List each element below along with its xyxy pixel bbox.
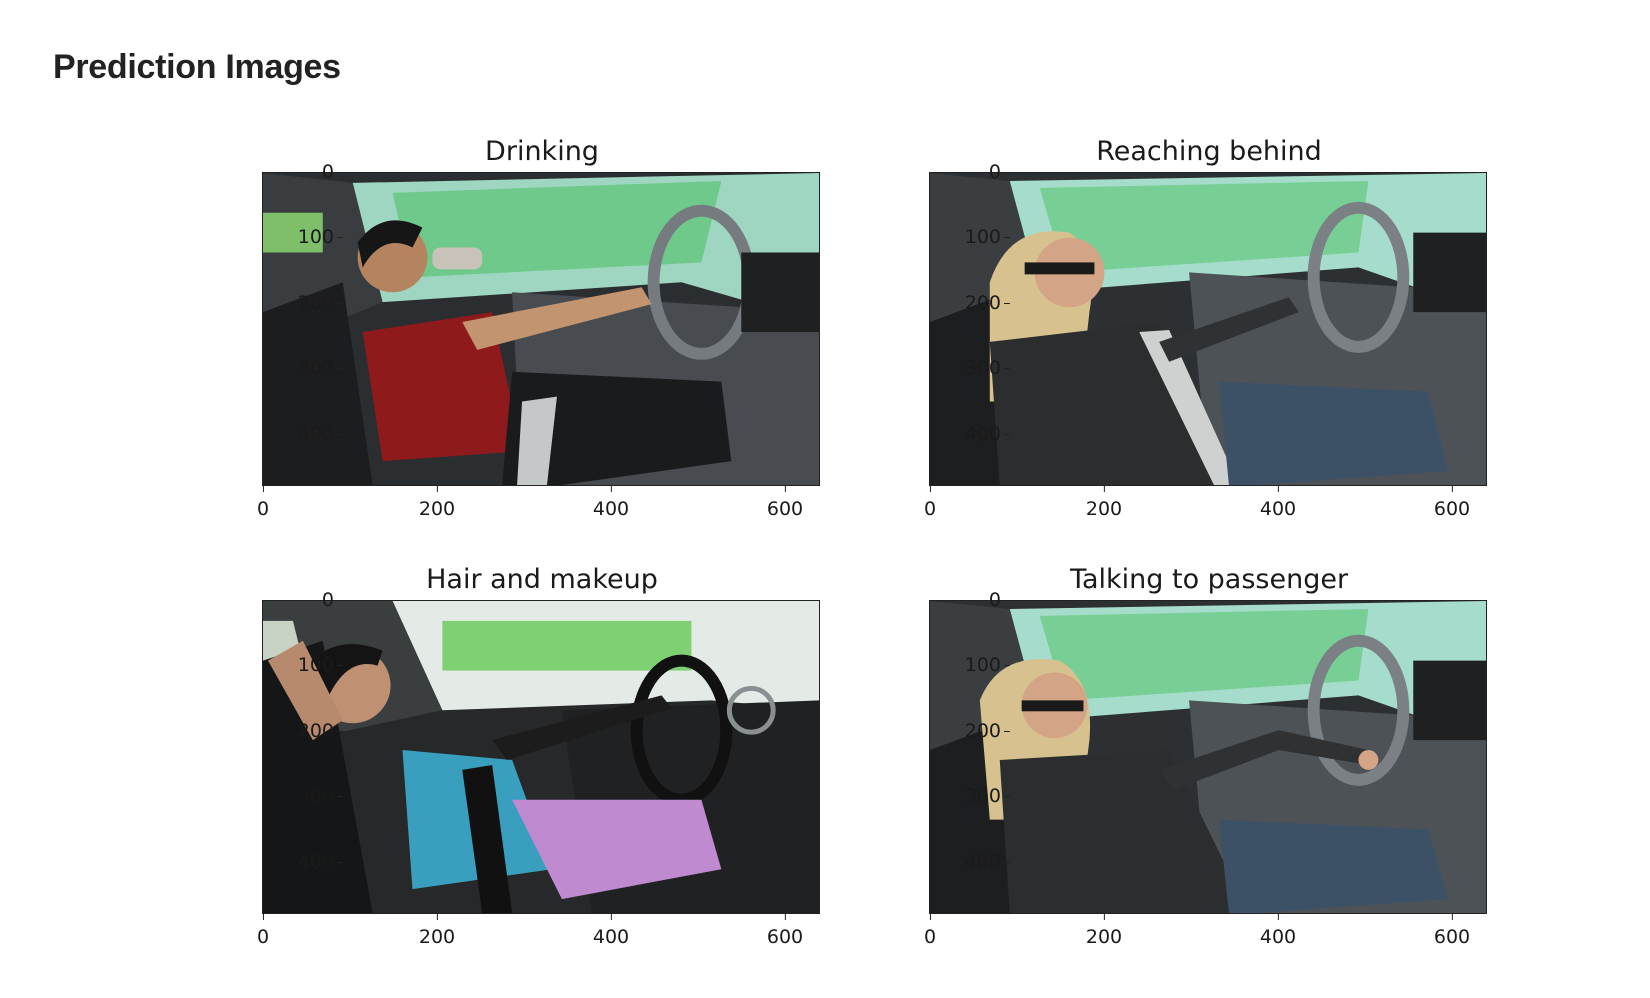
driver-image-hair-and-makeup: [262, 600, 820, 914]
driver-image-talking-to-passenger: [929, 600, 1487, 914]
y-tick-label: 0: [988, 161, 1011, 183]
y-tick-label: 0: [321, 589, 344, 611]
y-tick-label: 200: [964, 720, 1011, 742]
y-tick-label: 300: [297, 357, 344, 379]
x-tick-label: 200: [418, 914, 456, 948]
driver-image-drinking: [262, 172, 820, 486]
y-tick-label: 0: [988, 589, 1011, 611]
y-tick-label: 0: [321, 161, 344, 183]
y-tick-label: 100: [964, 226, 1011, 248]
y-tick-label: 300: [964, 357, 1011, 379]
y-tick-label: 200: [297, 720, 344, 742]
page-title: Prediction Images: [53, 48, 341, 86]
prediction-panel-drinking: Drinking 0 100 200 300 400 0 200 400 600: [257, 136, 902, 556]
x-tick-label: 0: [256, 486, 270, 520]
x-tick-label: 400: [592, 486, 630, 520]
prediction-panel-talking-to-passenger: Talking to passenger 0 100 200 300 400 0…: [924, 564, 1569, 984]
x-tick-label: 0: [923, 486, 937, 520]
prediction-panel-hair-and-makeup: Hair and makeup 0 100 200 300 400 0 200 …: [257, 564, 902, 984]
panel-title: Drinking: [485, 136, 599, 167]
x-tick-label: 200: [418, 486, 456, 520]
panel-title: Hair and makeup: [426, 564, 658, 595]
driver-image-reaching-behind: [929, 172, 1487, 486]
x-tick-label: 200: [1085, 486, 1123, 520]
x-tick-label: 0: [923, 914, 937, 948]
x-tick-label: 400: [1259, 486, 1297, 520]
panel-title: Talking to passenger: [1069, 564, 1349, 595]
x-tick-label: 600: [766, 486, 804, 520]
x-tick-label: 400: [1259, 914, 1297, 948]
x-tick-label: 600: [1433, 486, 1471, 520]
y-tick-label: 100: [964, 654, 1011, 676]
y-tick-label: 300: [964, 785, 1011, 807]
x-tick-label: 200: [1085, 914, 1123, 948]
y-tick-label: 400: [964, 423, 1011, 445]
x-tick-label: 600: [1433, 914, 1471, 948]
y-tick-label: 100: [297, 654, 344, 676]
y-tick-label: 400: [297, 851, 344, 873]
y-tick-label: 100: [297, 226, 344, 248]
x-tick-label: 400: [592, 914, 630, 948]
x-tick-label: 0: [256, 914, 270, 948]
y-tick-label: 400: [297, 423, 344, 445]
panel-title: Reaching behind: [1096, 136, 1322, 167]
x-tick-label: 600: [766, 914, 804, 948]
y-tick-label: 200: [297, 292, 344, 314]
y-tick-label: 400: [964, 851, 1011, 873]
prediction-panel-reaching-behind: Reaching behind 0 100 200 300 400 0 200 …: [924, 136, 1569, 556]
y-tick-label: 200: [964, 292, 1011, 314]
y-tick-label: 300: [297, 785, 344, 807]
